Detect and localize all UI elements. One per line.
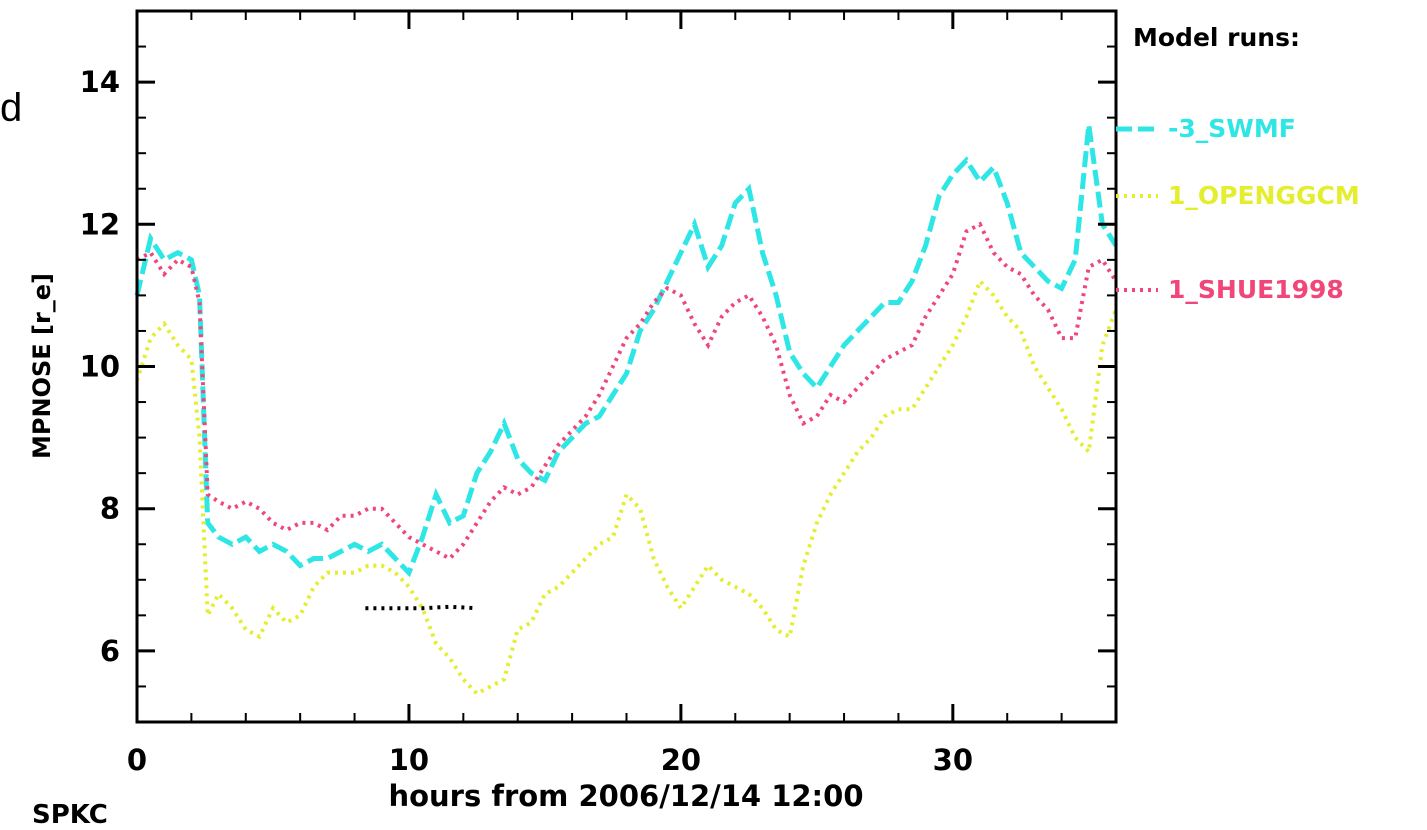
y-tick-label: 6 (100, 634, 120, 668)
edge-letter-fragment: d (0, 86, 23, 130)
plot-frame (135, 9, 1118, 724)
x-axis-label: hours from 2006/12/14 12:00 (388, 779, 863, 813)
x-tick-label: 30 (933, 743, 973, 777)
legend-label: 1_SHUE1998 (1168, 275, 1344, 304)
x-tick-label: 10 (389, 743, 429, 777)
y-axis-label: MPNOSE [r_e] (28, 273, 56, 459)
y-tick-label: 8 (100, 492, 120, 526)
x-tick-label: 20 (661, 743, 701, 777)
y-tick-label: 10 (80, 350, 120, 384)
y-tick-label: 12 (80, 207, 120, 241)
series-line--3-swmf (134, 124, 1119, 578)
legend-title: Model runs: (1133, 23, 1300, 52)
legend-label: 1_OPENGGCM (1168, 181, 1360, 210)
legend-label: -3_SWMF (1168, 114, 1296, 143)
y-tick-label: 14 (80, 65, 120, 99)
x-tick-label: 0 (127, 743, 147, 777)
edge-bottom-fragment: SPKC (32, 800, 108, 830)
legend: -3_SWMF 1_OPENGGCM 1_SHUE1998 (1116, 114, 1360, 304)
series-layer (134, 124, 1119, 697)
ticks-layer: 0 10 20 30 6 8 10 12 14 (80, 10, 1117, 777)
series-line-unnamed-3 (365, 604, 478, 611)
series-line-1-shue1998 (136, 221, 1118, 561)
series-line-1-openggcm (135, 277, 1118, 697)
